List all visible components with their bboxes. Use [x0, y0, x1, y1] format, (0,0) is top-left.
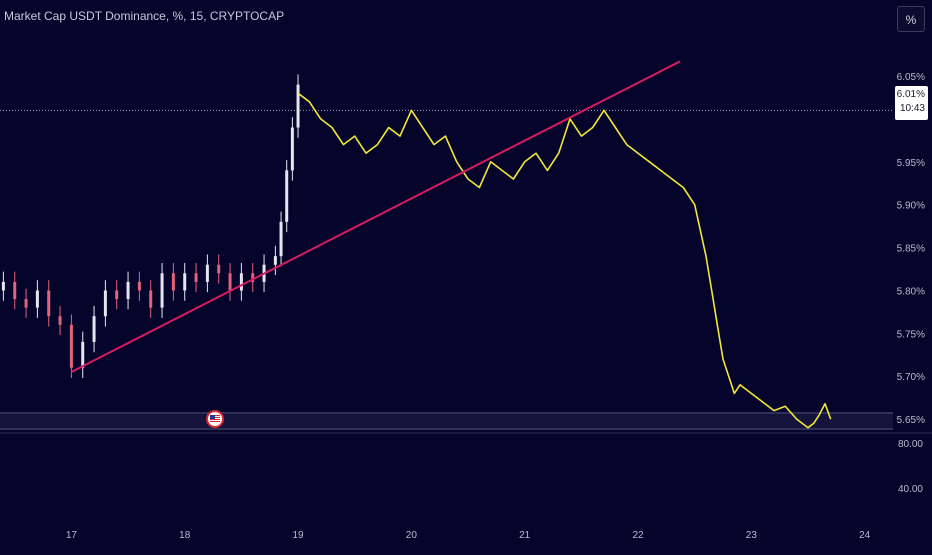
- price-axis: 6.05% 5.95% 5.90% 5.85% 5.80% 5.75% 5.70% 5.65%: [897, 72, 925, 426]
- candle-body: [273, 256, 277, 265]
- candle-body: [183, 273, 187, 291]
- candle-body: [126, 281, 130, 300]
- candle-body: [239, 273, 243, 291]
- candle-body: [35, 290, 39, 308]
- candle-body: [47, 290, 51, 317]
- candle-body: [137, 281, 141, 291]
- x-tick-label: 21: [519, 530, 531, 541]
- y-tick-label: 5.75%: [897, 329, 925, 340]
- price-pane: [0, 60, 932, 434]
- volume-band: [0, 412, 893, 430]
- x-tick-label: 17: [66, 530, 78, 541]
- x-tick-label: 20: [406, 530, 418, 541]
- candle-body: [13, 281, 17, 300]
- candle-body: [194, 273, 198, 282]
- candle-body: [58, 316, 62, 325]
- us-flag-icon[interactable]: [206, 410, 224, 428]
- last-price-value: 6.01%: [896, 89, 925, 100]
- candle-body: [205, 264, 209, 282]
- y-tick-label: 5.65%: [897, 415, 925, 426]
- chart-title: Market Cap USDT Dominance, %, 15, CRYPTO…: [4, 9, 285, 23]
- last-price-badge: 6.01% 10:43: [895, 86, 928, 120]
- volume-tick-label: 80.00: [898, 439, 923, 450]
- y-tick-label: 6.05%: [897, 72, 925, 83]
- y-tick-label: 5.85%: [897, 244, 925, 255]
- candle-body: [279, 221, 283, 257]
- candle-body: [69, 324, 73, 368]
- y-tick-label: 5.80%: [897, 286, 925, 297]
- candle-body: [24, 299, 28, 308]
- x-tick-label: 19: [292, 530, 304, 541]
- candle-body: [1, 281, 5, 291]
- volume-pane: 80.00 40.00: [898, 439, 923, 495]
- y-tick-label: 5.90%: [897, 201, 925, 212]
- volume-tick-label: 40.00: [898, 484, 923, 495]
- candle-body: [171, 273, 175, 291]
- price-line: [297, 92, 832, 429]
- bar-countdown: 10:43: [899, 103, 925, 114]
- percent-scale-button[interactable]: %: [897, 6, 925, 32]
- x-tick-label: 22: [632, 530, 644, 541]
- candle-body: [290, 127, 294, 171]
- candle-body: [217, 264, 221, 274]
- x-tick-label: 24: [859, 530, 871, 541]
- x-tick-label: 23: [746, 530, 758, 541]
- candle-body: [103, 290, 107, 317]
- candle-body: [296, 84, 300, 128]
- candle-body: [285, 170, 289, 222]
- candle-body: [160, 273, 164, 308]
- y-tick-label: 5.95%: [897, 158, 925, 169]
- candle-body: [115, 290, 119, 300]
- trendline[interactable]: [70, 60, 681, 373]
- candle-body: [92, 316, 96, 342]
- x-tick-label: 18: [179, 530, 191, 541]
- candle-body: [251, 273, 255, 282]
- candle-body: [149, 290, 153, 308]
- candle-body: [228, 273, 232, 291]
- y-tick-label: 5.70%: [897, 372, 925, 383]
- time-axis: 17 18 19 20 21 22 23 24: [66, 530, 871, 541]
- candle-body: [81, 341, 85, 368]
